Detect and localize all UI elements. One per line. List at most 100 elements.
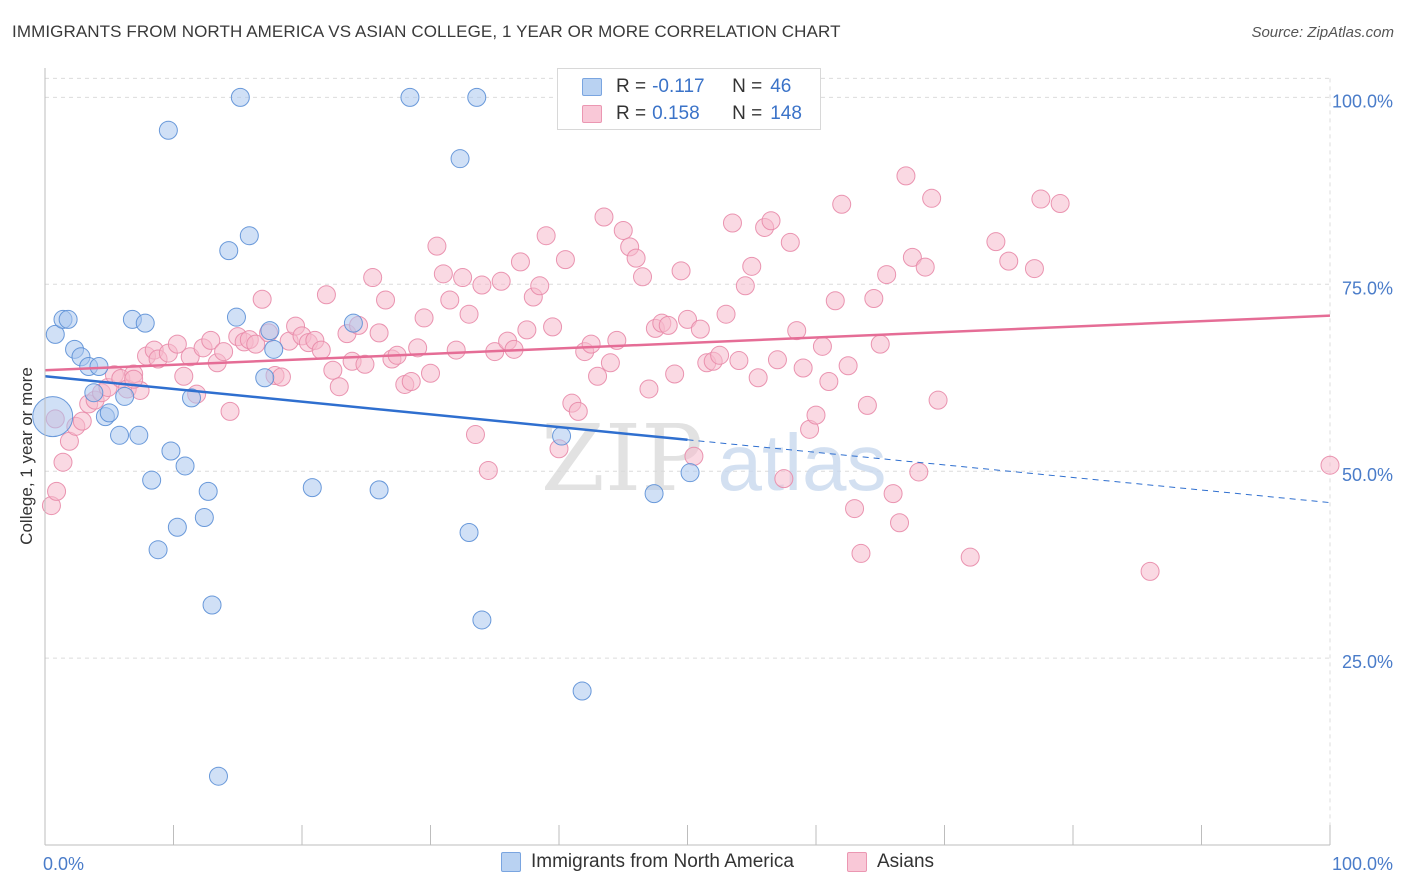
north-america-point: [552, 426, 572, 446]
asians-point: [1050, 194, 1070, 214]
north-america-point: [472, 610, 492, 630]
north-america-point: [129, 425, 149, 445]
stat-blue-n-label: N =: [732, 76, 763, 97]
asians-point: [761, 211, 781, 231]
asians-point: [220, 401, 240, 421]
asians-point: [909, 462, 929, 482]
asians-point: [581, 334, 601, 354]
north-america-point: [260, 321, 280, 341]
asians-point: [1024, 259, 1044, 279]
asians-point: [459, 304, 479, 324]
asians-point: [742, 256, 762, 276]
asians-point: [472, 275, 492, 295]
north-america-point: [219, 241, 239, 261]
north-america-point: [255, 368, 275, 388]
asians-point: [446, 340, 466, 360]
y-tick-label: 100.0%: [1332, 91, 1393, 111]
asians-point: [252, 289, 272, 309]
legend-label-asians: Asians: [877, 851, 935, 872]
stat-pink-n-label: N =: [732, 103, 763, 124]
asians-point: [883, 484, 903, 504]
asians-point: [414, 308, 434, 328]
asians-point: [626, 248, 646, 268]
asians-point: [355, 354, 375, 374]
asians-point: [401, 371, 421, 391]
asians-point: [857, 395, 877, 415]
asians-point: [671, 261, 691, 281]
north-america-point: [181, 388, 201, 408]
asians-point: [421, 363, 440, 383]
asians-point: [838, 356, 858, 376]
asians-point: [748, 368, 768, 388]
north-america-point: [459, 522, 479, 542]
north-america-point: [32, 396, 74, 438]
asians-point: [915, 257, 935, 277]
stat-pink-r-value: 0.158: [652, 103, 700, 124]
north-america-trend-extension: [687, 439, 1331, 504]
north-america-point: [115, 386, 135, 406]
chart-title: IMMIGRANTS FROM NORTH AMERICA VS ASIAN C…: [12, 22, 841, 41]
asians-point: [774, 469, 794, 489]
asians-point: [780, 232, 800, 252]
asians-point: [440, 290, 460, 310]
legend-item-asians[interactable]: Asians: [847, 851, 934, 873]
asians-point: [536, 226, 556, 246]
asians-point: [1140, 561, 1160, 581]
legend-swatch-blue: [501, 852, 521, 872]
stat-swatch-pink: [582, 105, 602, 123]
asians-point: [999, 251, 1019, 271]
north-america-points: [32, 87, 700, 786]
north-america-point: [644, 484, 664, 504]
asians-point: [201, 330, 221, 350]
asians-point: [72, 411, 92, 431]
asians-point: [530, 276, 550, 296]
north-america-point: [450, 149, 470, 169]
north-america-point: [110, 425, 130, 445]
asians-point: [369, 323, 389, 343]
legend: Immigrants from North America Asians: [0, 851, 1406, 877]
asians-point: [658, 315, 678, 335]
asians-point: [329, 377, 349, 397]
asians-point: [633, 267, 653, 287]
asians-point: [665, 364, 685, 384]
asians-point: [825, 291, 845, 311]
asians-point: [427, 236, 447, 256]
asians-point: [806, 405, 826, 425]
north-america-point: [264, 339, 284, 359]
north-america-point: [230, 87, 250, 107]
stat-pink-n-value: 148: [770, 103, 802, 124]
asians-point: [851, 543, 871, 563]
trend-lines: [44, 314, 1331, 504]
north-america-point: [99, 403, 119, 423]
asians-point: [639, 379, 659, 399]
legend-item-north-america[interactable]: Immigrants from North America: [501, 851, 794, 873]
north-america-point: [208, 766, 228, 786]
asians-point: [716, 304, 736, 324]
north-america-point: [45, 324, 65, 344]
asians-point: [465, 425, 485, 445]
north-america-point: [400, 87, 420, 107]
asians-point: [246, 334, 266, 354]
asians-point: [960, 547, 980, 567]
asians-point: [928, 390, 948, 410]
stat-swatch-blue: [582, 78, 602, 96]
asians-point: [491, 271, 511, 291]
north-america-point: [161, 441, 181, 461]
asians-points: [41, 166, 1340, 581]
asians-point: [729, 351, 749, 371]
asians-point: [363, 268, 383, 288]
asians-point: [555, 250, 575, 270]
asians-point: [600, 353, 620, 373]
asians-point: [271, 367, 291, 387]
asians-point: [588, 366, 608, 386]
asians-point: [408, 338, 428, 358]
y-tick-labels: 25.0% 50.0% 75.0% 100.0%: [1332, 91, 1393, 672]
asians-point: [478, 460, 498, 480]
correlation-stats-box: R = -0.117 N = 46 R = 0.158 N = 148: [557, 68, 821, 130]
north-america-point: [198, 481, 218, 501]
north-america-point: [167, 517, 187, 537]
asians-point: [793, 358, 813, 378]
stat-blue-r-label: R =: [616, 76, 647, 97]
asians-point: [819, 371, 839, 391]
